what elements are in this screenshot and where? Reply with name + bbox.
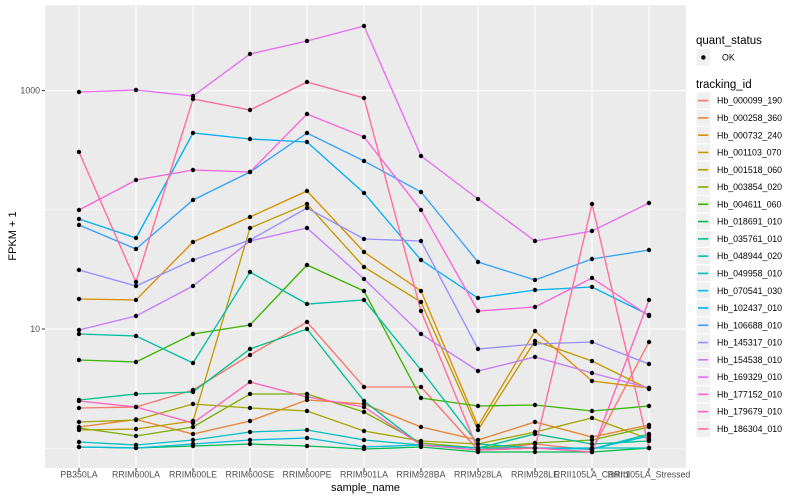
svg-text:Hb_001103_070: Hb_001103_070: [717, 148, 782, 158]
svg-text:Hb_070541_030: Hb_070541_030: [717, 286, 782, 296]
svg-text:RRIM600PE: RRIM600PE: [283, 470, 332, 480]
svg-text:RRIM928LA: RRIM928LA: [454, 470, 502, 480]
svg-text:Hb_018691_010: Hb_018691_010: [717, 217, 782, 227]
svg-text:10: 10: [30, 324, 40, 334]
svg-text:tracking_id: tracking_id: [696, 79, 752, 91]
svg-text:Hb_000099_190: Hb_000099_190: [717, 96, 782, 106]
svg-text:Hb_003854_020: Hb_003854_020: [717, 182, 782, 192]
svg-text:FPKM + 1: FPKM + 1: [7, 211, 19, 260]
svg-text:Hb_001518_060: Hb_001518_060: [717, 165, 782, 175]
svg-text:Hb_102437_010: Hb_102437_010: [717, 303, 782, 313]
svg-text:Hb_154538_010: Hb_154538_010: [717, 355, 782, 365]
svg-text:Hb_177152_010: Hb_177152_010: [717, 389, 782, 399]
svg-text:Hb_186304_010: Hb_186304_010: [717, 424, 782, 434]
svg-text:OK: OK: [722, 52, 735, 62]
svg-text:PB350LA: PB350LA: [60, 470, 97, 480]
svg-text:RRIM600LE: RRIM600LE: [169, 470, 217, 480]
svg-text:Hb_179679_010: Hb_179679_010: [717, 407, 782, 417]
svg-text:Hb_000732_240: Hb_000732_240: [717, 130, 782, 140]
svg-text:RRIM928BA: RRIM928BA: [397, 470, 446, 480]
svg-text:Hb_035761_010: Hb_035761_010: [717, 234, 782, 244]
svg-text:RRIM600LA: RRIM600LA: [112, 470, 160, 480]
svg-text:Hb_000258_360: Hb_000258_360: [717, 113, 782, 123]
svg-text:RRIM901LA: RRIM901LA: [340, 470, 388, 480]
svg-text:1000: 1000: [20, 86, 40, 96]
svg-text:Hb_048944_020: Hb_048944_020: [717, 251, 782, 261]
svg-text:Hb_106688_010: Hb_106688_010: [717, 320, 782, 330]
svg-text:Hb_169329_010: Hb_169329_010: [717, 372, 782, 382]
svg-text:sample_name: sample_name: [331, 482, 400, 494]
svg-text:RRIM600SE: RRIM600SE: [226, 470, 275, 480]
svg-text:RRII105LA_Stressed: RRII105LA_Stressed: [608, 470, 691, 480]
svg-text:Hb_049958_010: Hb_049958_010: [717, 269, 782, 279]
svg-text:RRII105LA_Control: RRII105LA_Control: [554, 470, 630, 480]
svg-text:quant_status: quant_status: [696, 35, 762, 47]
svg-text:RRIM928LE: RRIM928LE: [511, 470, 559, 480]
svg-text:Hb_004611_060: Hb_004611_060: [717, 199, 782, 209]
svg-text:Hb_145317_010: Hb_145317_010: [717, 338, 782, 348]
